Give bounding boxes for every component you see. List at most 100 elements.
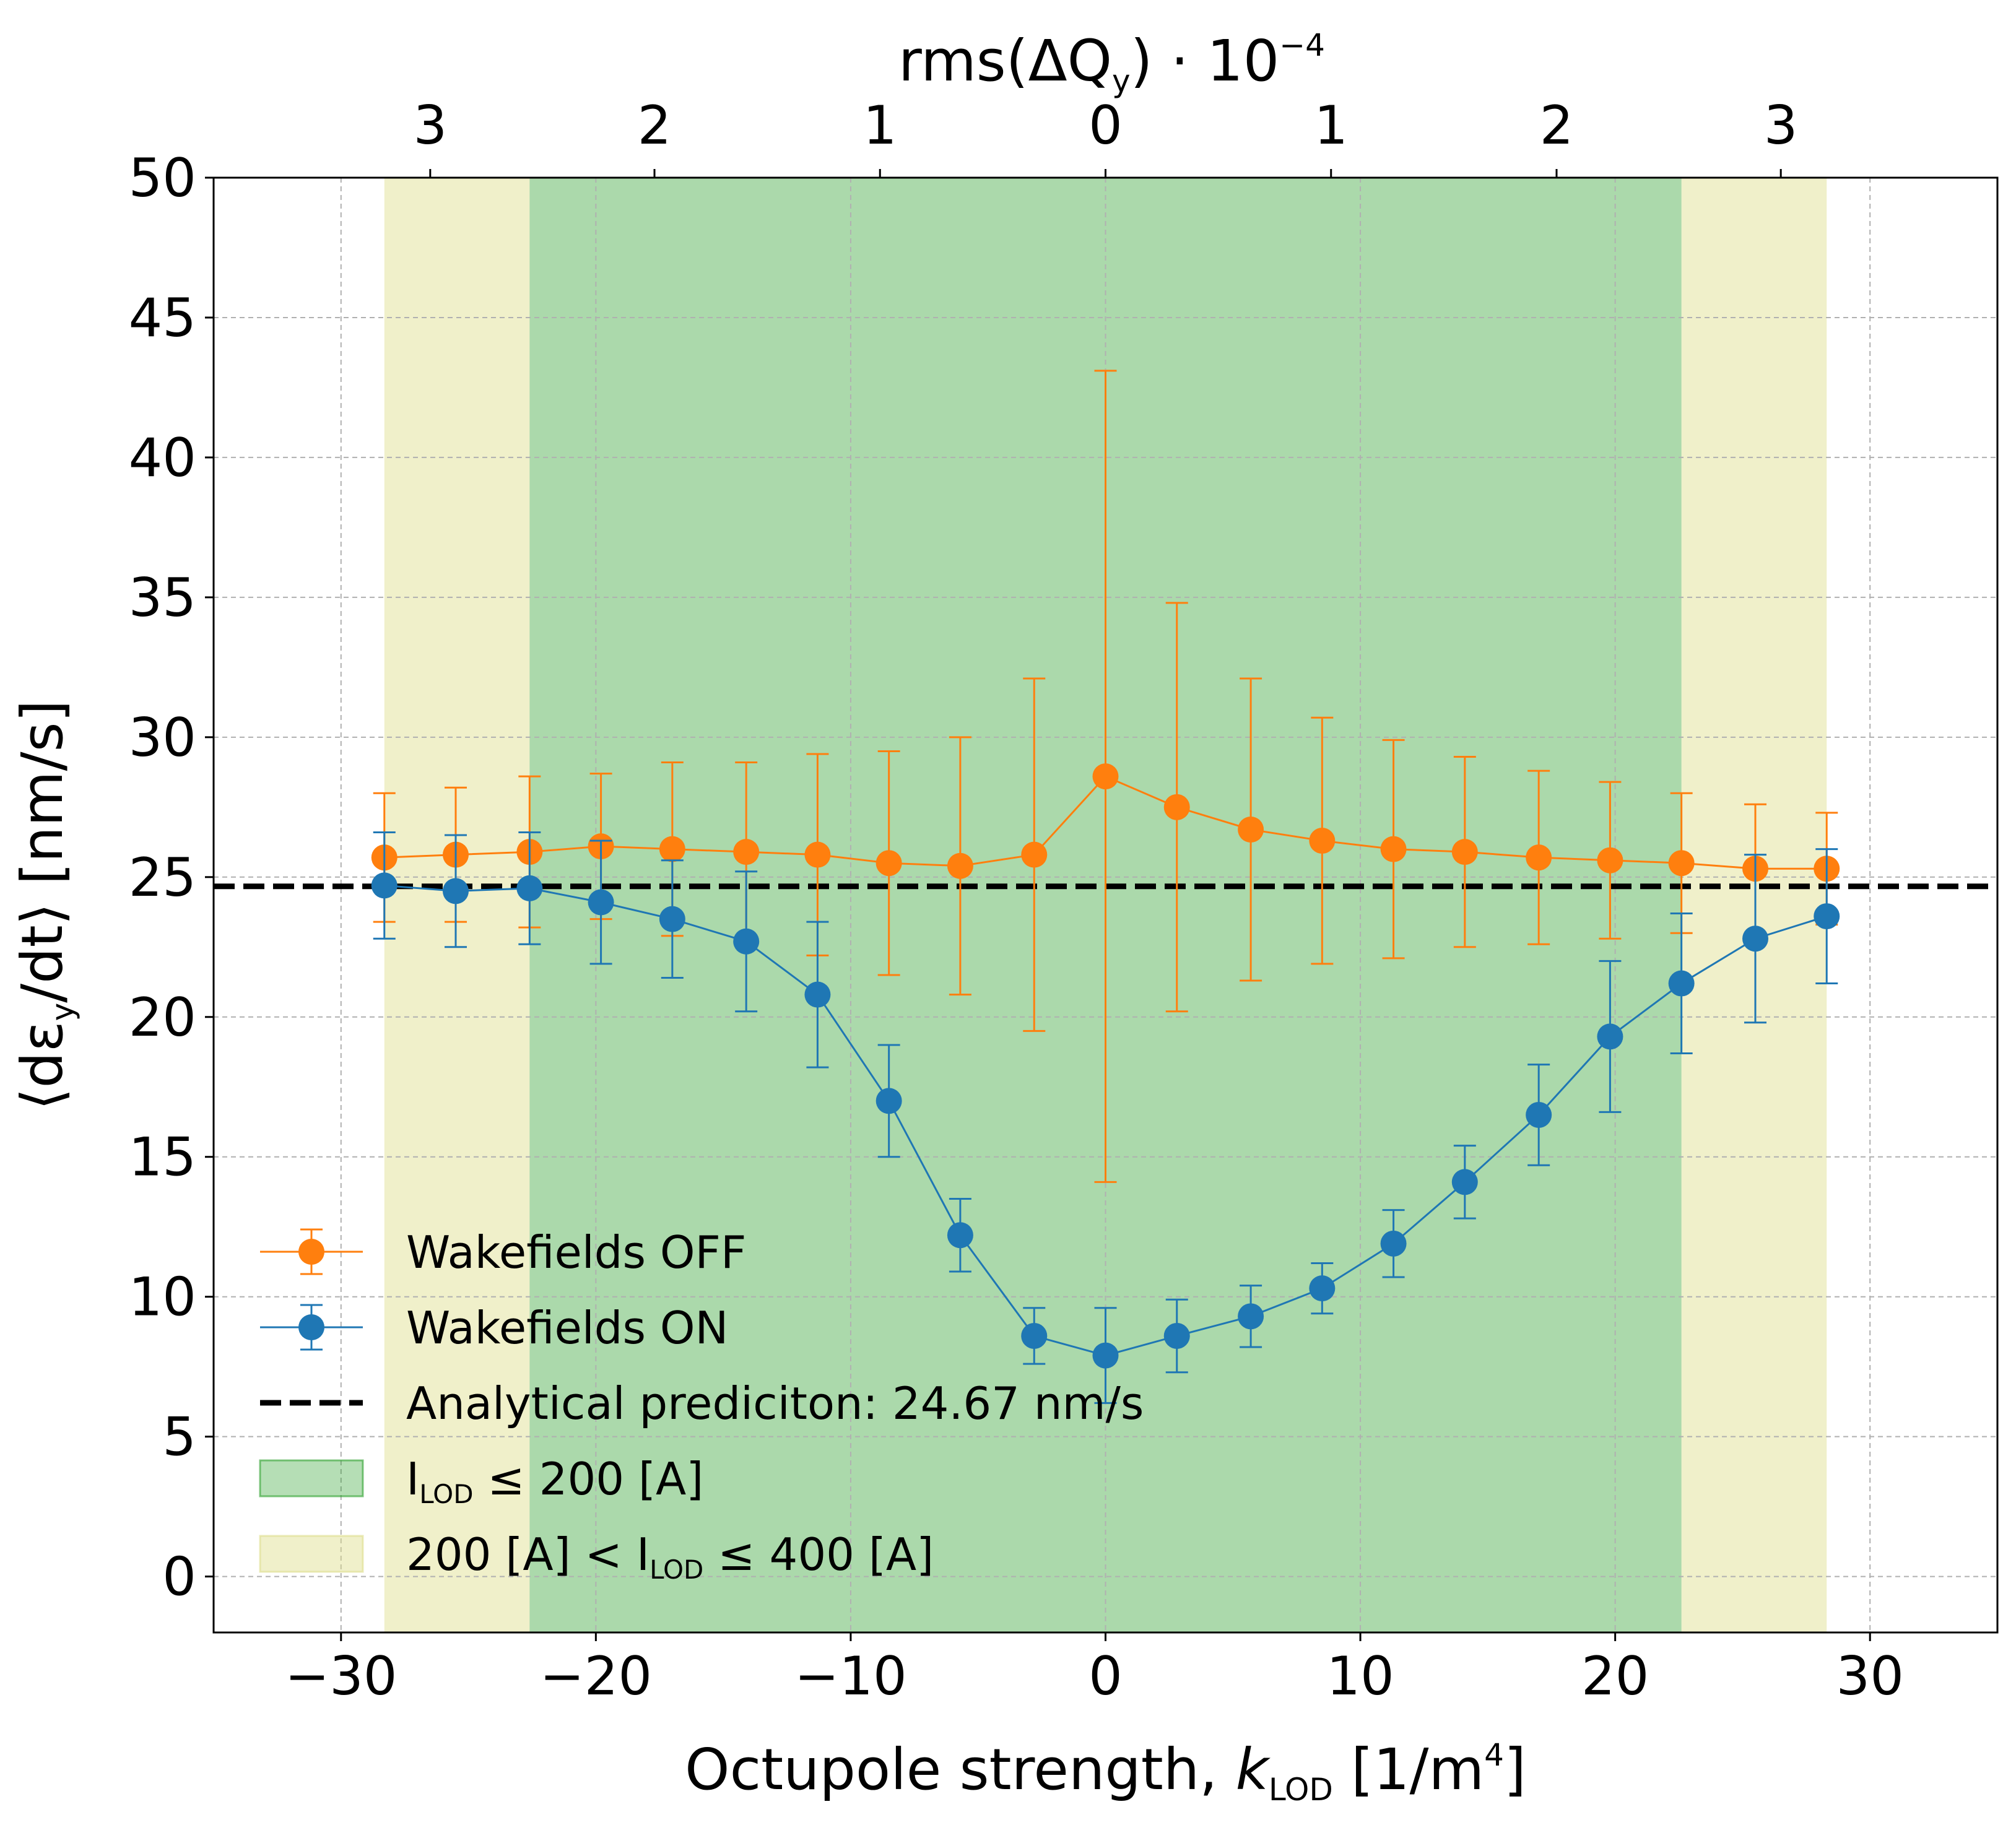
legend-label-part: ≤ 200 [A]	[474, 1453, 704, 1505]
x-axis-label-main: Octupole strength,	[685, 1736, 1235, 1803]
data-point	[1021, 841, 1048, 868]
x-axis-label-close: ]	[1504, 1736, 1526, 1803]
top-tick-label: 3	[413, 95, 447, 157]
y-axis-label-rest: /dt⟩ [nm/s]	[9, 700, 76, 1003]
data-point	[1668, 970, 1695, 997]
x-tick-label: −20	[540, 1645, 653, 1707]
data-point	[1742, 926, 1769, 952]
data-point	[1526, 1101, 1552, 1128]
legend-item: ILOD ≤ 200 [A]	[259, 1453, 703, 1509]
legend-label: Wakefields OFF	[406, 1226, 746, 1278]
x-axis-label-k: k	[1236, 1736, 1271, 1803]
series-wakefields-on	[371, 831, 1840, 1404]
data-series	[371, 370, 1840, 1404]
data-point	[804, 841, 831, 868]
legend-patch	[259, 1535, 364, 1573]
data-point	[588, 889, 614, 916]
data-point	[659, 906, 685, 932]
y-tick-label: 45	[129, 287, 196, 349]
data-point	[1597, 847, 1623, 873]
legend-item: Analytical prediciton: 24.67 nm/s	[260, 1377, 1144, 1429]
data-point	[371, 872, 398, 899]
data-point	[804, 981, 831, 1008]
data-point	[875, 850, 902, 877]
data-point	[1668, 850, 1695, 877]
legend-label-sub: LOD	[650, 1554, 703, 1585]
x-tick-label: −10	[794, 1645, 907, 1707]
legend-label-part: I	[406, 1453, 419, 1505]
band-yellow	[384, 178, 530, 1632]
data-point	[659, 836, 685, 862]
legend-label: 200 [A] < ILOD ≤ 400 [A]	[406, 1528, 934, 1585]
top-tick-label: 2	[1540, 95, 1574, 157]
y-axis-label: ⟨dεy/dt⟩ [nm/s]	[9, 700, 80, 1111]
legend-item: Wakefields OFF	[260, 1226, 746, 1278]
legend-label-part: 200 [A] < I	[406, 1528, 650, 1580]
y-tick-label: 15	[129, 1127, 196, 1189]
data-point	[733, 928, 760, 955]
band-yellow	[1681, 178, 1827, 1632]
top-axis-label-mid: ) · 10	[1131, 28, 1280, 94]
legend-label-sub: LOD	[419, 1479, 473, 1509]
y-tick-label: 25	[129, 847, 196, 909]
data-point	[1163, 794, 1190, 820]
x-tick-label: 10	[1326, 1645, 1394, 1707]
grid-lines	[214, 177, 1997, 1632]
data-point	[947, 852, 973, 879]
data-point	[1526, 844, 1552, 871]
y-axis-label-open: ⟨dε	[9, 1021, 76, 1110]
top-axis-label-sub: y	[1112, 63, 1131, 99]
top-tick-label: 1	[1314, 95, 1348, 157]
data-point	[947, 1222, 973, 1249]
y-axis-label-sub: y	[45, 1003, 80, 1021]
data-point	[1309, 828, 1336, 854]
legend: Wakefields OFF Wakefields ON Analytical pr…	[259, 1226, 1144, 1585]
data-point	[1380, 1230, 1407, 1257]
data-point	[1238, 1303, 1264, 1330]
legend-marker	[298, 1314, 324, 1340]
series-wakefields-off	[371, 370, 1840, 1183]
data-point	[1451, 839, 1478, 865]
data-point	[1021, 1322, 1048, 1349]
data-point	[875, 1088, 902, 1114]
top-axis-label-main: rms(ΔQ	[898, 28, 1112, 94]
data-point	[733, 839, 760, 865]
top-axis-label-sup: −4	[1279, 27, 1325, 63]
data-point	[1238, 816, 1264, 843]
x-tick-label: −30	[285, 1645, 398, 1707]
y-tick-label: 0	[162, 1546, 196, 1608]
legend-patch	[259, 1459, 364, 1498]
data-point	[1380, 836, 1407, 862]
y-tick-label: 50	[129, 147, 196, 209]
x-axis-label-sup: 4	[1484, 1737, 1504, 1773]
legend-marker	[298, 1239, 324, 1265]
top-tick-label: 2	[638, 95, 672, 157]
legend-label: ILOD ≤ 200 [A]	[406, 1453, 703, 1509]
legend-label: Wakefields ON	[406, 1302, 728, 1354]
data-point	[1092, 763, 1119, 790]
y-tick-label: 40	[129, 427, 196, 489]
data-point	[1597, 1023, 1623, 1050]
data-point	[516, 875, 543, 901]
legend-item: Wakefields ON	[260, 1302, 728, 1354]
legend-label: Analytical prediciton: 24.67 nm/s	[406, 1377, 1144, 1429]
x-axis-label-unit: [1/m	[1333, 1736, 1484, 1803]
data-point	[1163, 1322, 1190, 1349]
top-tick-label: 1	[863, 95, 897, 157]
data-point	[1814, 903, 1840, 930]
top-axis-label: rms(ΔQy) · 10−4	[898, 27, 1325, 99]
legend-label-part: ≤ 400 [A]	[703, 1528, 934, 1580]
y-tick-label: 20	[129, 987, 196, 1049]
data-point	[1092, 1342, 1119, 1369]
x-axis-label: Octupole strength, kLOD [1/m4]	[685, 1736, 1526, 1808]
legend-item: 200 [A] < ILOD ≤ 400 [A]	[259, 1528, 934, 1585]
y-tick-label: 10	[129, 1267, 196, 1329]
y-tick-label: 30	[129, 707, 196, 769]
data-point	[1309, 1275, 1336, 1302]
y-tick-label: 35	[129, 567, 196, 629]
x-tick-label: 0	[1088, 1645, 1123, 1707]
top-tick-label: 0	[1088, 95, 1123, 157]
x-tick-label: 30	[1836, 1645, 1903, 1707]
